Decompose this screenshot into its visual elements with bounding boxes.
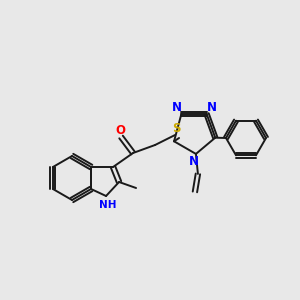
Text: S: S [172,122,180,134]
Text: NH: NH [99,200,117,210]
Text: N: N [207,101,217,115]
Text: N: N [189,155,199,168]
Text: O: O [115,124,125,137]
Text: N: N [171,101,182,115]
